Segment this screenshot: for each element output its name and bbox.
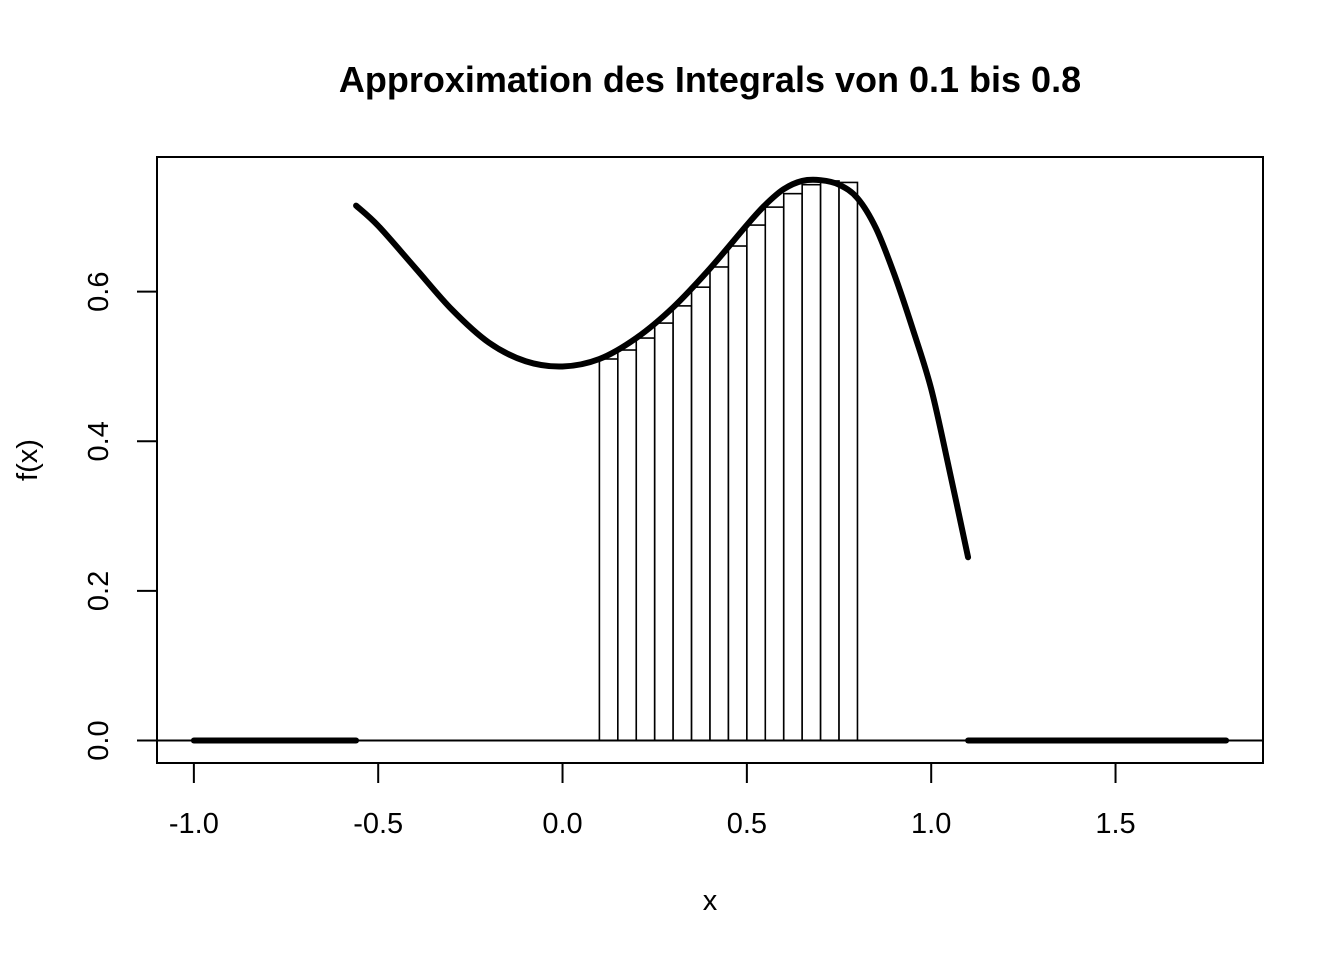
approximation-rect	[746, 224, 767, 742]
x-tick-label: 0.0	[542, 808, 582, 840]
approximation-rect	[690, 286, 711, 742]
x-tick-label: 0.5	[727, 808, 767, 840]
x-tick-label: 1.0	[911, 808, 951, 840]
approximation-rect	[782, 192, 803, 742]
y-tick-label: 0.2	[83, 571, 115, 611]
approximation-rect	[838, 181, 859, 742]
x-tick-label: -0.5	[353, 808, 403, 840]
function-curves	[190, 176, 1230, 744]
approximation-rect	[819, 180, 840, 742]
x-tick-label: -1.0	[169, 808, 219, 840]
approximation-rect	[672, 305, 693, 742]
y-tick-label: 0.0	[83, 720, 115, 760]
approximation-rect	[653, 322, 674, 742]
approximation-rectangles	[598, 180, 859, 742]
approximation-rect	[801, 183, 822, 742]
series-line-1	[353, 176, 972, 561]
approximation-rect	[709, 266, 730, 742]
chart-title: Approximation des Integrals von 0.1 bis …	[339, 59, 1081, 100]
x-axis: -1.0 -0.5 0.0 0.5 1.0 1.5	[169, 762, 1136, 840]
y-tick-label: 0.6	[83, 272, 115, 312]
x-tick-label: 1.5	[1095, 808, 1135, 840]
x-axis-label: x	[703, 885, 718, 917]
approximation-rect	[635, 337, 656, 742]
approximation-rect	[727, 245, 748, 742]
approximation-rect	[598, 358, 619, 742]
approximation-rect	[764, 206, 785, 742]
approximation-rect	[617, 349, 638, 742]
y-tick-label: 0.4	[83, 421, 115, 461]
y-axis: 0.0 0.2 0.4 0.6	[83, 272, 158, 761]
y-axis-label: f(x)	[12, 439, 44, 481]
